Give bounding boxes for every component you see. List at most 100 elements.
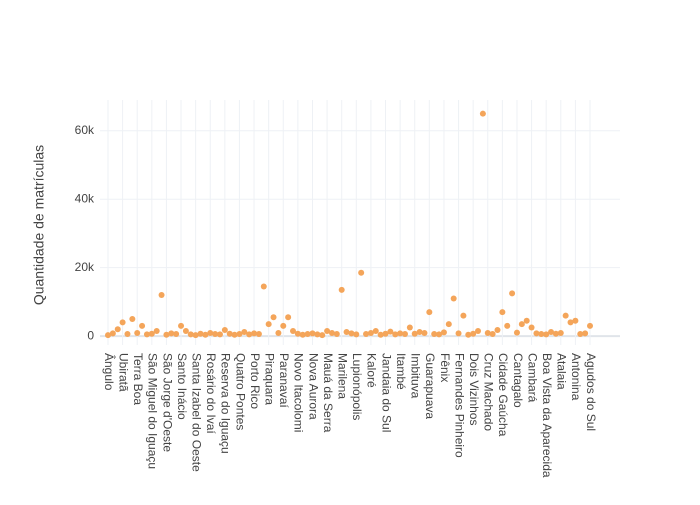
point — [109, 330, 116, 337]
x-tick-label: Quatro Pontes — [233, 353, 247, 430]
point — [513, 329, 520, 336]
point — [251, 330, 258, 337]
point — [270, 314, 277, 321]
point — [153, 327, 160, 334]
point — [221, 326, 228, 333]
point — [392, 331, 399, 338]
point — [265, 321, 272, 328]
point — [440, 329, 447, 336]
x-tick-label: Lupionópolis — [350, 353, 364, 420]
x-tick-label: Jandaia do Sul — [379, 353, 393, 432]
x-tick-label: Reserva do Iguaçu — [219, 353, 233, 454]
point — [372, 327, 379, 334]
y-axis-title: Quantidade de matrículas — [31, 145, 47, 305]
point — [148, 330, 155, 337]
x-tick-label: Kaloré — [365, 353, 379, 388]
point — [504, 322, 511, 329]
point — [285, 314, 292, 321]
point — [363, 331, 370, 338]
point — [460, 312, 467, 319]
point — [275, 330, 282, 337]
x-tick-label: Cruz Machado — [482, 353, 496, 431]
point — [280, 322, 287, 329]
point — [489, 331, 496, 338]
point — [577, 331, 584, 338]
point — [436, 331, 443, 338]
x-tick-label: Cidade Gaúcha — [496, 353, 510, 437]
point — [124, 331, 131, 338]
point — [207, 330, 214, 337]
point — [562, 312, 569, 319]
point — [538, 331, 545, 338]
point — [377, 331, 384, 338]
point — [367, 330, 374, 337]
point — [246, 331, 253, 338]
point — [348, 330, 355, 337]
point — [105, 332, 111, 339]
point — [548, 328, 555, 335]
x-tick-label: São Miguel do Iguaçu — [146, 353, 160, 469]
x-tick-label: Rosário do Ivaí — [204, 353, 218, 434]
point — [168, 330, 175, 337]
point — [328, 330, 335, 337]
point — [333, 331, 340, 338]
x-tick-label: Atalaia — [555, 353, 569, 390]
point — [475, 327, 482, 334]
y-tick-label: 20k — [75, 260, 95, 274]
point — [129, 315, 136, 322]
point — [518, 321, 525, 328]
x-tick-label: Novo Itacolomi — [292, 353, 306, 432]
y-tick-label: 60k — [75, 123, 95, 137]
x-tick-label: Santa Izabel do Oeste — [189, 353, 203, 472]
point — [470, 330, 477, 337]
point — [114, 326, 121, 333]
x-tick-label: Paranavaí — [277, 353, 291, 408]
point — [212, 331, 219, 338]
point — [178, 322, 185, 329]
point — [450, 295, 457, 302]
point — [382, 330, 389, 337]
point — [338, 286, 345, 293]
point — [192, 332, 199, 339]
point — [484, 330, 491, 337]
x-tick-label: Boa Vista da Aparecida — [540, 353, 554, 478]
point — [552, 330, 559, 337]
point — [187, 331, 194, 338]
point — [543, 331, 550, 338]
point — [260, 283, 267, 290]
point — [197, 330, 204, 337]
point — [587, 322, 593, 329]
point — [290, 327, 297, 334]
x-tick-label: Cambará — [525, 353, 539, 403]
point — [299, 331, 306, 338]
point — [416, 328, 423, 335]
x-tick-label: Dois Vizinhos — [467, 353, 481, 425]
x-tick-label: Piraquara — [262, 353, 276, 405]
x-tick-label: Mauá da Serra — [321, 353, 335, 433]
y-tick-label: 0 — [87, 328, 94, 342]
point — [455, 330, 462, 337]
x-tick-label: Santo Inácio — [175, 353, 189, 420]
point — [139, 322, 146, 329]
point — [241, 328, 248, 335]
x-tick-label: Ângulo — [102, 353, 117, 391]
point — [479, 110, 486, 117]
point — [134, 330, 141, 337]
point — [304, 331, 311, 338]
x-tick-label: São Jorge d'Oeste — [160, 353, 174, 452]
point — [358, 269, 365, 276]
x-tick-label: Cantagalo — [511, 353, 525, 408]
point — [445, 321, 452, 328]
point — [426, 309, 433, 316]
point — [582, 330, 589, 337]
x-tick-label: Terra Boa — [131, 353, 145, 405]
point — [528, 324, 535, 331]
x-tick-label: Fênix — [438, 353, 452, 382]
point — [465, 331, 472, 338]
x-tick-label: Marilena — [336, 353, 350, 399]
point — [431, 331, 438, 338]
x-tick-label: Antonina — [569, 353, 583, 401]
y-tick-label: 40k — [75, 191, 95, 205]
point — [143, 331, 150, 338]
